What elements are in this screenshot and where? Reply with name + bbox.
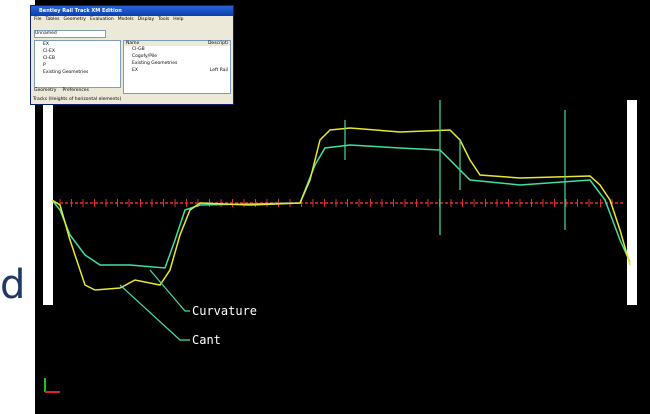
list-cell: EX	[132, 67, 138, 74]
menu-item[interactable]: File	[34, 17, 42, 22]
menu-item[interactable]: Geometry	[64, 17, 86, 22]
tabs: Geometry Preferences	[34, 88, 89, 93]
tree-item[interactable]: Existing Geometries	[35, 69, 120, 76]
app-window: Bentley Rail Track XM Edition File Tables…	[30, 5, 234, 105]
menu-bar: File Tables Geometry Evaluation Models Displa…	[31, 16, 233, 23]
column-header[interactable]: Descripti	[208, 41, 228, 46]
tree-item[interactable]: EX	[35, 41, 120, 48]
combo-box[interactable]: Unnamed	[34, 30, 106, 38]
list-row[interactable]: Cl-GB	[124, 46, 230, 53]
tree-item[interactable]: Cl-EB	[35, 55, 120, 62]
curvature-label: Curvature	[192, 304, 257, 318]
list-cell: Left Rail	[210, 67, 228, 74]
menu-item[interactable]: Tables	[46, 17, 60, 22]
tab[interactable]: Geometry	[34, 88, 56, 93]
right-bar	[627, 100, 637, 305]
menu-item[interactable]: Evaluation	[90, 17, 114, 22]
list-cell: Cl-GB	[132, 46, 145, 53]
list-cell: Existing Geometries	[132, 60, 177, 67]
menu-item[interactable]: Tools	[158, 17, 169, 22]
list-row[interactable]: EX Left Rail	[124, 67, 230, 74]
screenshot: Curvature Cant d Bentley Rail Track XM E…	[0, 0, 650, 414]
tree-item[interactable]: Cl-EX	[35, 48, 120, 55]
status-bar: Tracks (Heights of horizontal elements)	[33, 97, 121, 102]
combo-text: Unnamed	[35, 31, 57, 36]
menu-item[interactable]: Help	[173, 17, 183, 22]
list-row[interactable]: Cogofy/Pile	[124, 53, 230, 60]
window-title: Bentley Rail Track XM Edition	[31, 6, 233, 16]
tree-item[interactable]: P	[35, 62, 120, 69]
menu-item[interactable]: Display	[138, 17, 155, 22]
list-cell: Cogofy/Pile	[132, 53, 157, 60]
side-text: d	[0, 262, 25, 308]
tab[interactable]: Preferences	[62, 88, 88, 93]
cant-label: Cant	[192, 333, 221, 347]
list-row[interactable]: Existing Geometries	[124, 60, 230, 67]
menu-item[interactable]: Models	[118, 17, 134, 22]
left-bar	[43, 100, 53, 305]
